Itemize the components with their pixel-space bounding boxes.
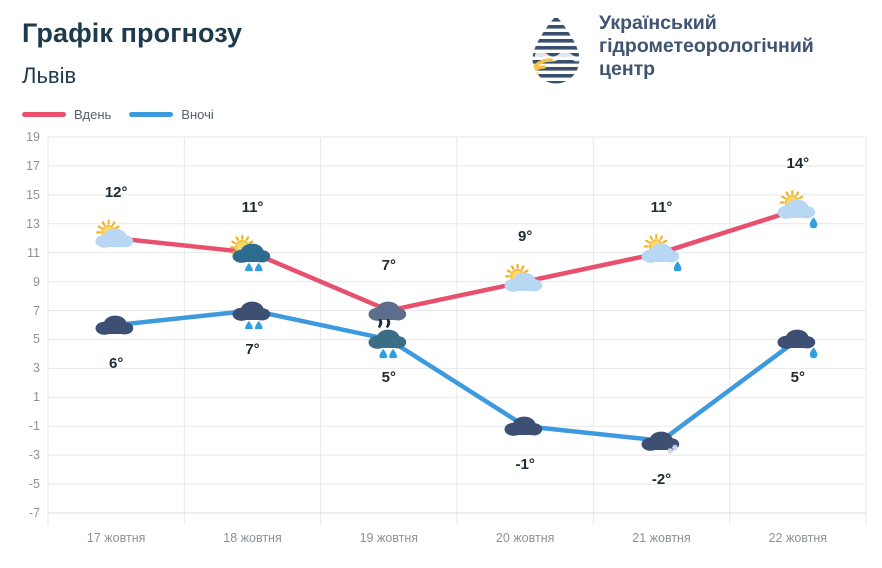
x-axis-tick-label: 20 жовтня	[495, 531, 555, 545]
data-point-label-day: 11°	[241, 198, 264, 216]
y-axis-tick-label: 3	[33, 361, 40, 376]
y-axis-tick-label: 1	[33, 390, 40, 405]
page-title: Графік прогнозу	[22, 18, 243, 48]
y-axis-tick-label: 13	[26, 216, 40, 231]
data-point-label-day: 7°	[381, 256, 396, 274]
data-point-label-day: 12°	[104, 184, 128, 202]
chart-legend: Вдень Вночі	[22, 107, 232, 122]
droplet-sun-logo-icon	[531, 14, 581, 85]
x-axis-tick-label: 21 жовтня	[632, 531, 691, 545]
data-point-label-night: 5°	[381, 369, 396, 387]
data-point-label-day: 9°	[517, 227, 533, 245]
y-axis-tick-label: 11	[27, 245, 40, 260]
y-axis-tick-label: 5	[33, 332, 40, 347]
data-point-label-day: 11°	[650, 198, 673, 216]
y-axis-tick-label: 19	[26, 130, 40, 144]
legend-label-night: Вночі	[181, 107, 214, 122]
y-axis-tick-label: 9	[33, 274, 40, 289]
data-point-label-night: -2°	[651, 470, 672, 488]
y-axis-tick-label: 15	[26, 187, 40, 202]
logo: Український гідрометеорологічний центр	[525, 12, 814, 86]
data-point-label-night: 7°	[245, 340, 260, 358]
x-axis-tick-label: 18 жовтня	[223, 531, 282, 545]
y-axis-tick-label: -1	[28, 419, 40, 434]
legend-item-night[interactable]: Вночі	[129, 107, 214, 122]
page-subtitle-city: Львів	[22, 63, 77, 88]
logo-line-3: центр	[599, 58, 656, 80]
x-axis-tick-label: 19 жовтня	[359, 531, 419, 545]
logo-line-1: Український	[599, 12, 717, 34]
legend-item-day[interactable]: Вдень	[22, 107, 111, 122]
legend-label-day: Вдень	[74, 107, 112, 122]
logo-line-2: гідрометеорологічний	[599, 35, 814, 57]
series-line-night	[113, 308, 801, 443]
y-axis-tick-label: 7	[33, 303, 40, 318]
y-axis-tick-label: 17	[26, 158, 40, 173]
data-point-label-day: 14°	[786, 155, 810, 173]
legend-swatch-night	[129, 112, 174, 117]
y-axis-tick-label: -5	[28, 477, 40, 492]
data-point-label-night: -1°	[515, 456, 535, 474]
x-axis-tick-label: 17 жовтня	[86, 531, 146, 545]
x-axis-tick-label: 22 жовтня	[768, 531, 828, 545]
logo-text: Український гідрометеорологічний центр	[599, 12, 814, 81]
legend-swatch-day	[22, 112, 66, 117]
y-axis-tick-label: -3	[28, 448, 40, 463]
series-line-day	[113, 207, 801, 313]
data-point-label-night: 6°	[108, 355, 124, 372]
y-axis-tick-label: -7	[28, 506, 40, 520]
data-point-label-night: 5°	[790, 369, 805, 387]
